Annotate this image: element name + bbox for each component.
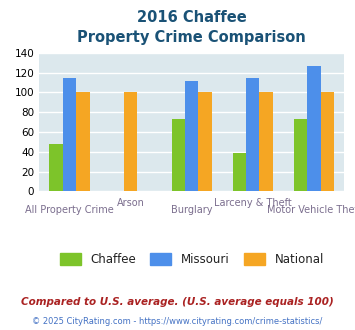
Text: All Property Crime: All Property Crime <box>25 205 114 215</box>
Bar <box>185 81 198 191</box>
Bar <box>171 119 185 191</box>
Bar <box>49 144 63 191</box>
Bar <box>76 92 90 191</box>
Text: Motor Vehicle Theft: Motor Vehicle Theft <box>267 205 355 215</box>
Bar <box>198 92 212 191</box>
Bar <box>321 92 334 191</box>
Bar <box>233 153 246 191</box>
Bar <box>260 92 273 191</box>
Text: Larceny & Theft: Larceny & Theft <box>214 198 292 208</box>
Bar <box>124 92 137 191</box>
Bar <box>294 119 307 191</box>
Bar <box>307 66 321 191</box>
Text: Burglary: Burglary <box>171 205 212 215</box>
Title: 2016 Chaffee
Property Crime Comparison: 2016 Chaffee Property Crime Comparison <box>77 10 306 45</box>
Legend: Chaffee, Missouri, National: Chaffee, Missouri, National <box>60 253 324 266</box>
Bar <box>246 78 260 191</box>
Text: Arson: Arson <box>117 198 144 208</box>
Bar <box>63 78 76 191</box>
Text: © 2025 CityRating.com - https://www.cityrating.com/crime-statistics/: © 2025 CityRating.com - https://www.city… <box>32 317 323 326</box>
Text: Compared to U.S. average. (U.S. average equals 100): Compared to U.S. average. (U.S. average … <box>21 297 334 307</box>
